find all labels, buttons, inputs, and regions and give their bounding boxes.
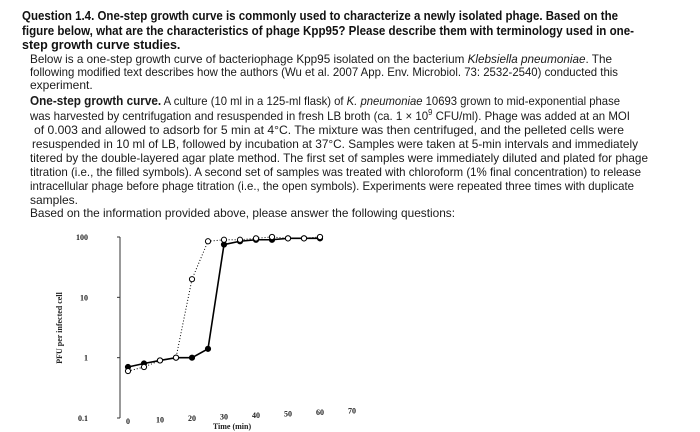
x-tick-label: 30 xyxy=(220,413,228,422)
text: Below is a one-step growth curve of bact… xyxy=(30,52,468,66)
question-line: step growth curve studies. xyxy=(22,38,180,52)
species-name: K. pneumoniae xyxy=(347,94,423,108)
x-tick-label: 40 xyxy=(252,411,260,420)
open-point xyxy=(316,233,324,241)
y-tick-label: 0.1 xyxy=(78,414,88,423)
text: . The xyxy=(586,52,613,66)
text: 10693 grown to mid-exponential phase xyxy=(423,94,621,108)
superscript: 9 xyxy=(428,108,433,117)
species-name: Klebsiella pneumoniae xyxy=(468,52,586,66)
prompt: Based on the information provided above,… xyxy=(30,206,455,220)
y-tick-label: 10 xyxy=(80,293,88,302)
open-point xyxy=(236,236,244,243)
open-point xyxy=(300,235,308,242)
x-tick-label: 20 xyxy=(188,414,196,423)
open-point xyxy=(284,235,292,242)
open-point xyxy=(156,357,164,364)
open-point xyxy=(268,233,276,241)
open-point xyxy=(124,367,132,375)
filled-point xyxy=(204,345,212,352)
x-tick-label: 50 xyxy=(284,410,292,419)
methods-line: intracellular phage before phage titrati… xyxy=(30,179,634,193)
text: CFU/ml). Phage was added at an MOI xyxy=(432,109,630,123)
x-tick-label: 60 xyxy=(316,408,324,417)
methods-line: was harvested by centrifugation and resu… xyxy=(29,108,630,123)
series-line xyxy=(127,236,321,372)
text: was harvested by centrifugation and resu… xyxy=(29,109,428,123)
open-point xyxy=(172,354,180,361)
text: A culture (10 ml in a 125-ml flask) of xyxy=(161,94,347,108)
x-tick-label: 70 xyxy=(348,407,356,416)
x-axis-label: Time (min) xyxy=(213,422,252,431)
methods-heading: One-step growth curve. xyxy=(30,94,161,108)
methods-line: titration (i.e., the filled symbols). A … xyxy=(30,165,641,179)
intro-line: following modified text describes how th… xyxy=(30,65,618,79)
question-line: figure below, what are the characteristi… xyxy=(22,24,634,38)
filled-point xyxy=(188,354,196,361)
x-tick-label: 0 xyxy=(126,417,130,426)
open-point xyxy=(252,235,260,242)
methods-line: of 0.003 and allowed to adsorb for 5 min… xyxy=(34,123,624,137)
open-point xyxy=(140,363,148,371)
open-point xyxy=(204,238,212,245)
methods-line: titered by the double-layered agar plate… xyxy=(30,151,648,165)
series-line xyxy=(127,237,320,368)
x-tick-label: 10 xyxy=(156,416,164,425)
y-axis-label: PFU per infected cell xyxy=(55,291,64,363)
question-line: Question 1.4. One-step growth curve is c… xyxy=(22,9,618,23)
y-tick-label: 1 xyxy=(84,354,88,363)
chart: 0.1 1 10 100 0 10 20 30 40 50 60 70 Time (min) PFU pe… xyxy=(55,233,356,431)
methods-line: samples. xyxy=(30,193,78,207)
intro-line: experiment. xyxy=(30,78,93,92)
open-point xyxy=(220,236,228,243)
methods-line: One-step growth curve. A culture (10 ml … xyxy=(30,94,620,108)
methods-line: resuspended in 10 ml of LB, followed by … xyxy=(32,137,638,151)
intro-line: Below is a one-step growth curve of bact… xyxy=(30,52,612,66)
open-point xyxy=(188,276,196,283)
y-tick-label: 100 xyxy=(76,233,88,242)
